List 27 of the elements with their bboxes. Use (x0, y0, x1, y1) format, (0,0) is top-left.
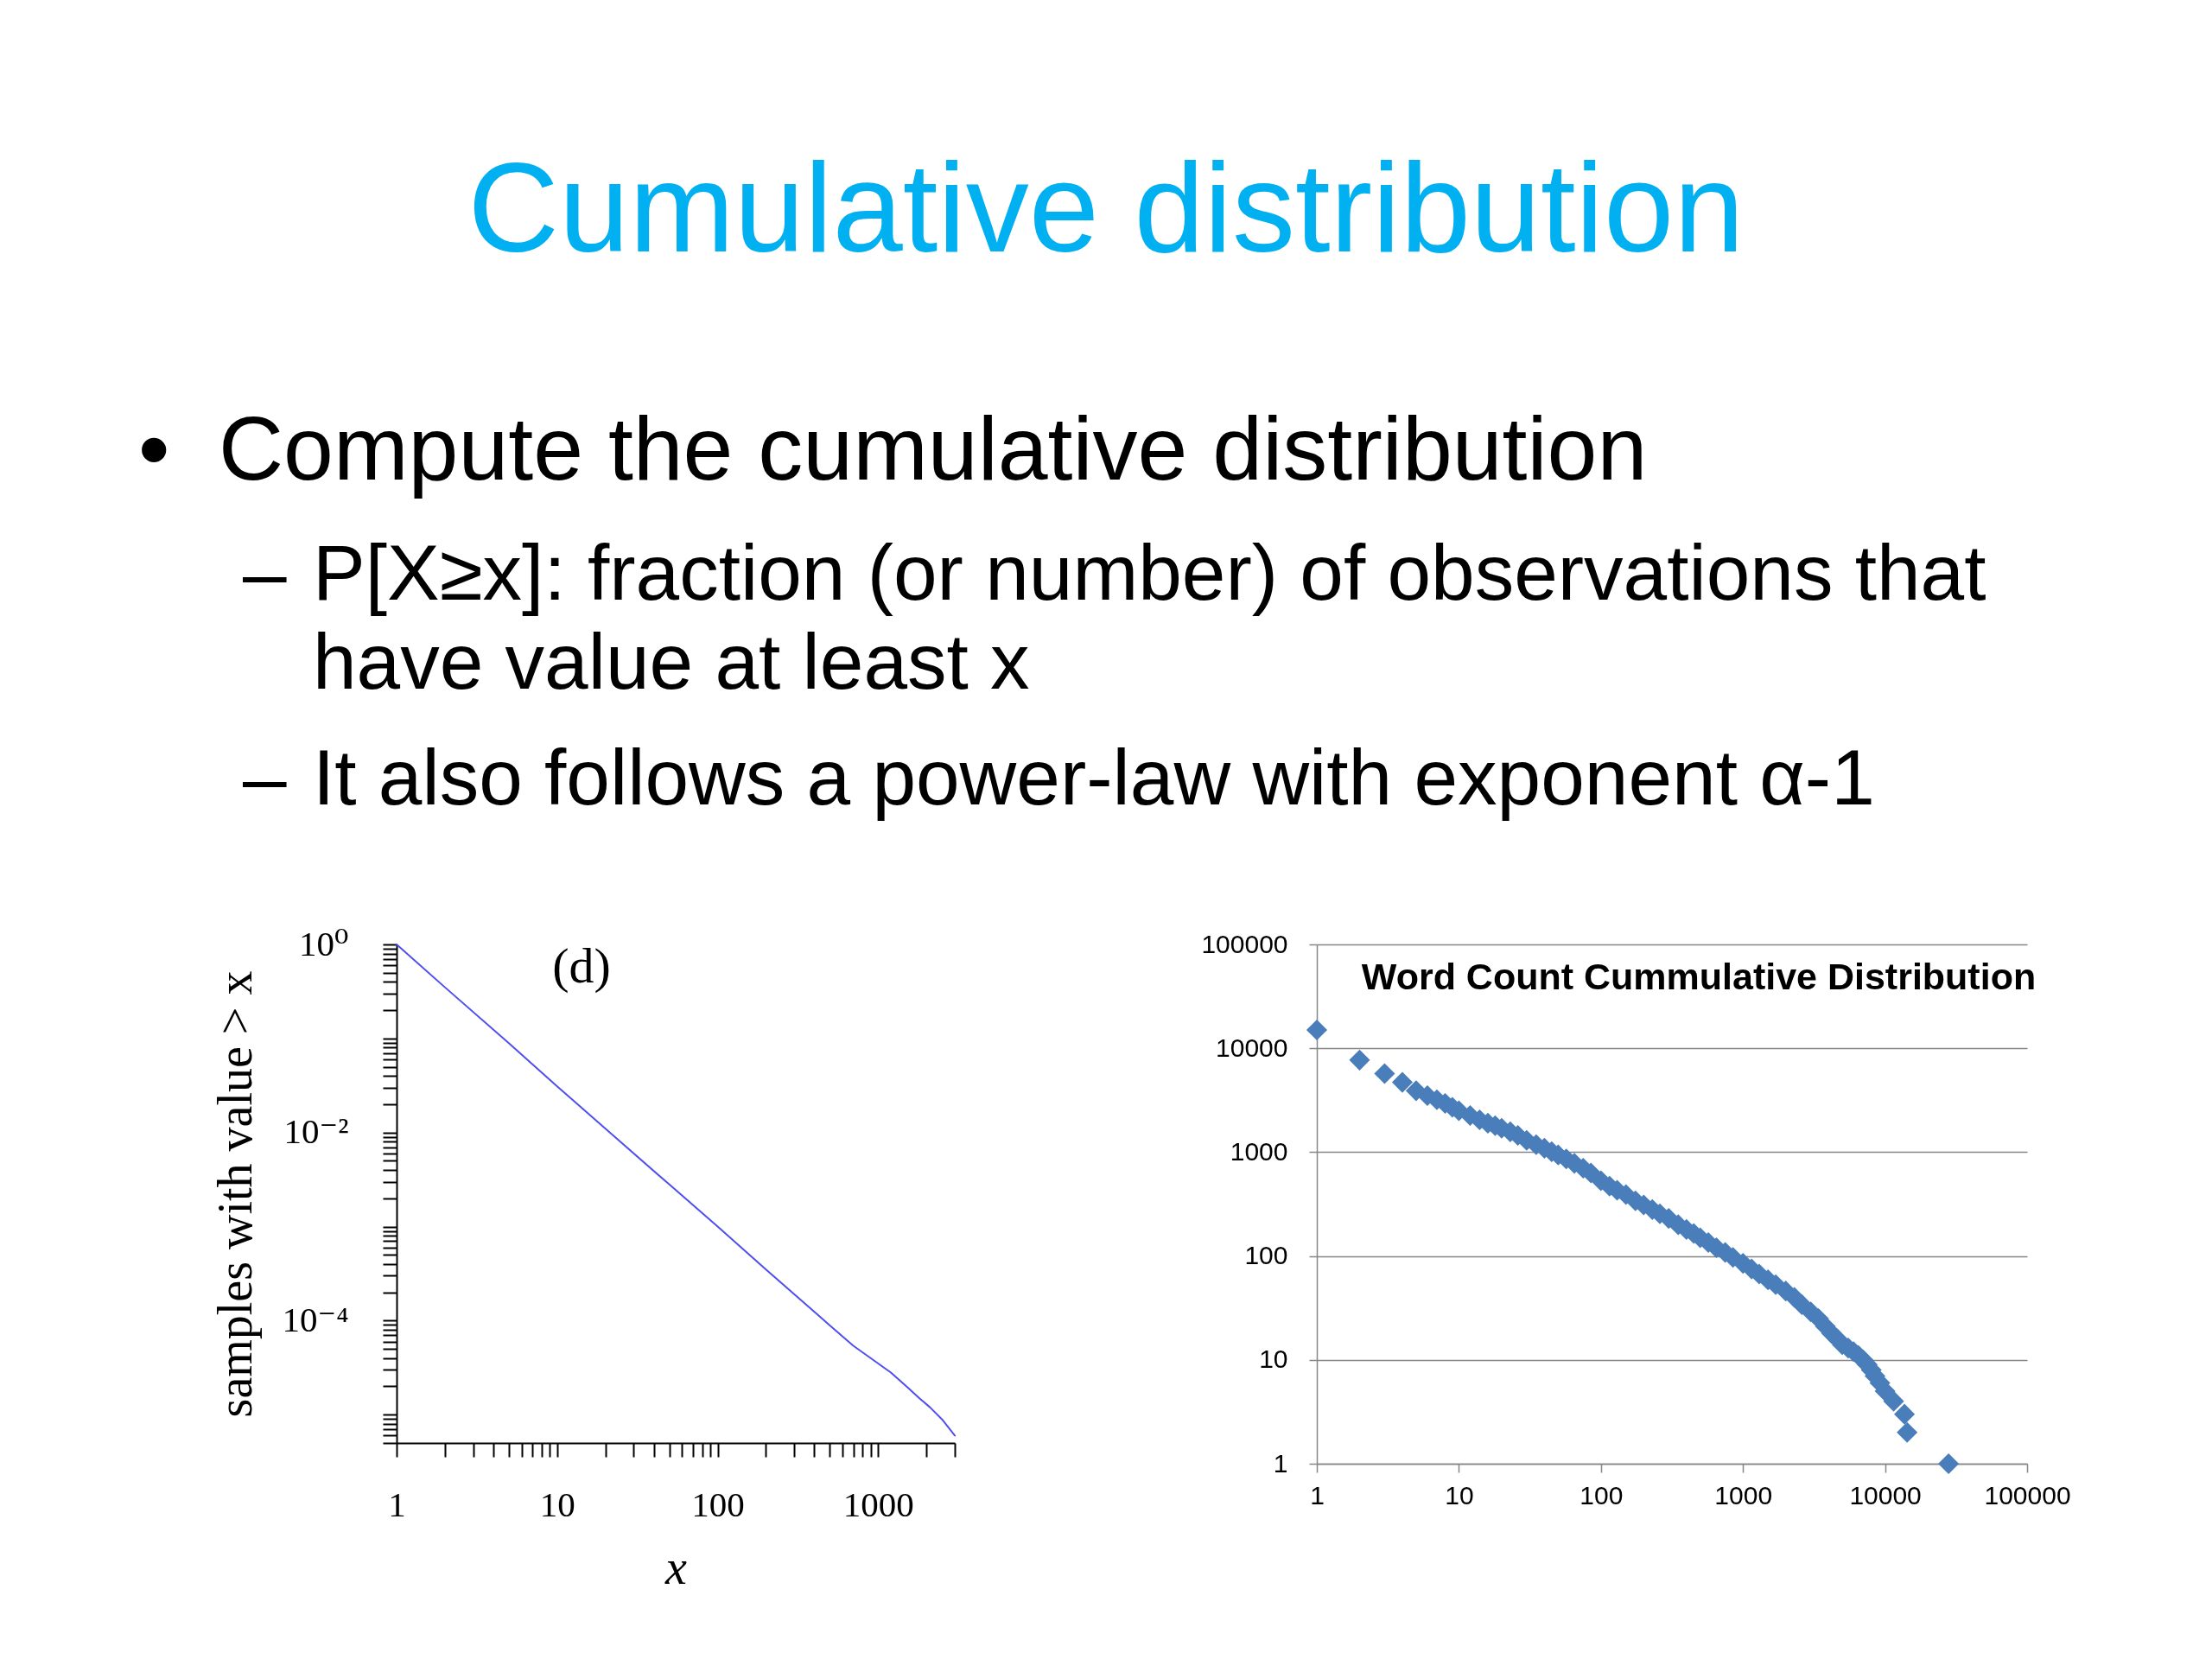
x-tick-label: 100000 (1984, 1480, 2071, 1510)
chart-title: Word Count Cummulative Distribution (1361, 956, 2037, 997)
x-tick-label: 1 (1310, 1480, 1325, 1510)
x-tick-label: 10 (539, 1484, 575, 1524)
annotation: (d) (552, 938, 611, 994)
y-tick-label: 1 (1273, 1448, 1288, 1478)
y-axis-title: samples with value > x (207, 970, 262, 1418)
text: – It also follows a power-law with exponent α-1 (243, 734, 1875, 821)
y-tick-label: 10⁰ (299, 923, 349, 963)
x-tick-label: 1000 (842, 1484, 914, 1524)
y-tick-label: 100 (1244, 1241, 1288, 1270)
x-tick-label: 100 (1580, 1480, 1624, 1510)
y-tick-label: 10⁻² (283, 1111, 349, 1152)
x-tick-label: 100 (691, 1484, 745, 1524)
x-tick-label: 10 (1445, 1480, 1474, 1510)
y-tick-label: 10⁻⁴ (282, 1299, 349, 1339)
x-axis-title: x (664, 1540, 688, 1594)
y-tick-label: 10 (1259, 1344, 1288, 1374)
x-tick-label: 1000 (1714, 1480, 1773, 1510)
text: – P[X≥x]: fraction (or number) of observations that have value at least x (243, 529, 1986, 705)
y-tick-label: 10000 (1216, 1033, 1288, 1062)
x-tick-label: 10000 (1849, 1480, 1922, 1510)
text: • Compute the cumulative distribution (138, 398, 1648, 499)
x-tick-label: 1 (388, 1484, 406, 1524)
y-tick-label: 1000 (1230, 1136, 1288, 1166)
y-tick-label: 100000 (1201, 929, 1288, 958)
text: Cumulative distribution (467, 137, 1745, 278)
